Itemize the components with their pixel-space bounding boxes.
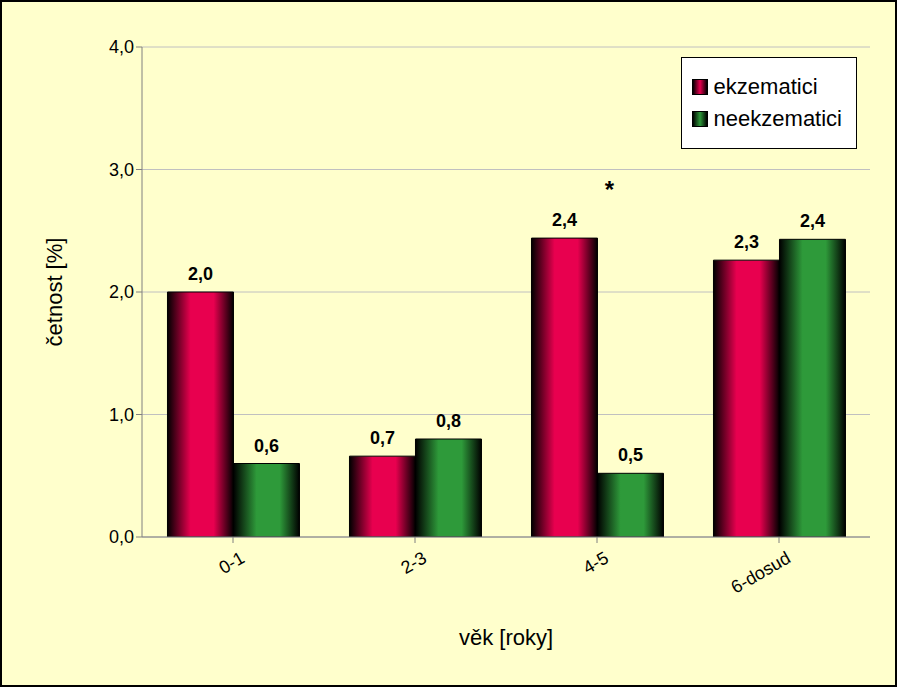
- svg-text:2,0: 2,0: [109, 282, 134, 302]
- svg-text:4-5: 4-5: [579, 548, 612, 578]
- svg-text:četnost [%]: četnost [%]: [42, 238, 67, 347]
- svg-text:*: *: [605, 176, 615, 203]
- svg-text:věk [roky]: věk [roky]: [459, 625, 553, 650]
- html-text:neekzematici: neekzematici: [713, 106, 842, 131]
- svg-text:0-1: 0-1: [215, 548, 248, 578]
- svg-text:0,5: 0,5: [618, 445, 643, 465]
- svg-text:1,0: 1,0: [109, 405, 134, 425]
- svg-text:2-3: 2-3: [397, 548, 430, 578]
- svg-text:0,0: 0,0: [109, 527, 134, 547]
- svg-text:0,6: 0,6: [254, 436, 279, 456]
- svg-text:0,7: 0,7: [370, 428, 395, 448]
- svg-text:6-dosud: 6-dosud: [728, 548, 794, 598]
- svg-text:2,4: 2,4: [800, 211, 825, 231]
- svg-text:2,0: 2,0: [188, 264, 213, 284]
- svg-text:2,3: 2,3: [734, 232, 759, 252]
- svg-text:2,4: 2,4: [552, 210, 577, 230]
- svg-text:3,0: 3,0: [109, 160, 134, 180]
- svg-text:0,8: 0,8: [436, 411, 461, 431]
- svg-text:4,0: 4,0: [109, 37, 134, 57]
- html-text:ekzematici: ekzematici: [713, 74, 818, 99]
